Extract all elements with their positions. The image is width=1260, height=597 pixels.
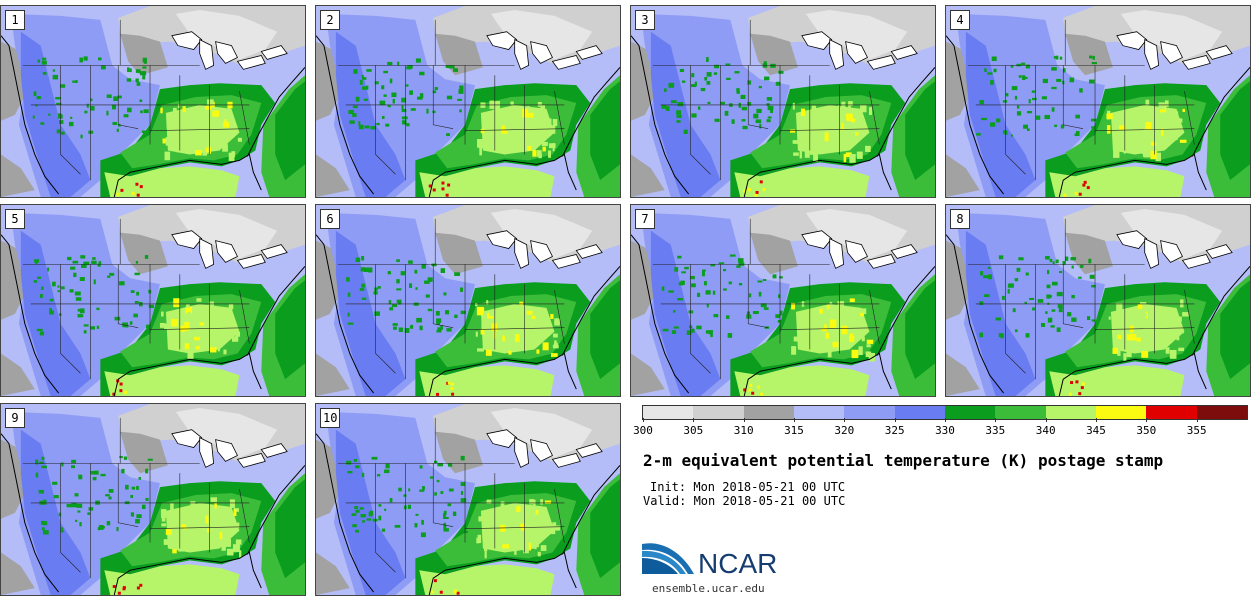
- colorbar-tick: [995, 418, 997, 422]
- colorbar-tick-label: 320: [834, 424, 855, 437]
- colorbar-tick: [1196, 418, 1198, 422]
- member-number: 10: [320, 408, 341, 428]
- member-number: 4: [950, 10, 970, 30]
- member-panel-9: 9: [0, 403, 306, 596]
- colorbar-tick: [643, 418, 644, 422]
- colorbar-tick: [1045, 418, 1047, 422]
- colorbar-tick-label: 310: [733, 424, 754, 437]
- member-panel-3: 3: [630, 5, 936, 198]
- colorbar-swatch: [693, 406, 744, 419]
- member-panel-5: 5: [0, 204, 306, 397]
- figure-title: 2-m equivalent potential temperature (K)…: [643, 451, 1164, 470]
- ncar-url: ensemble.ucar.edu: [652, 582, 765, 595]
- member-number: 8: [950, 209, 970, 229]
- colorbar-tick-label: 350: [1136, 424, 1157, 437]
- equivalent-potential-temperature-map: [1, 205, 305, 396]
- colorbar-tick: [945, 418, 946, 422]
- colorbar: [642, 405, 1248, 420]
- member-number: 3: [635, 10, 655, 30]
- colorbar-tick-label: 335: [985, 424, 1006, 437]
- member-number: 6: [320, 209, 340, 229]
- member-panel-7: 7: [630, 204, 936, 397]
- colorbar-legend: 300 305 310 315 320 325 330 335 340 345 350 355: [633, 405, 1248, 441]
- equivalent-potential-temperature-map: [1, 404, 305, 595]
- colorbar-tick: [1096, 418, 1097, 422]
- colorbar-swatch: [944, 406, 996, 419]
- colorbar-swatch: [1095, 406, 1147, 419]
- equivalent-potential-temperature-map: [631, 6, 935, 197]
- member-panel-1: 1: [0, 5, 306, 198]
- colorbar-tick-label: 315: [784, 424, 804, 437]
- init-time: Init: Mon 2018-05-21 00 UTC: [650, 480, 846, 494]
- colorbar-swatch: [743, 406, 794, 419]
- member-number: 5: [5, 209, 25, 229]
- equivalent-potential-temperature-map: [946, 6, 1250, 197]
- equivalent-potential-temperature-map: [316, 205, 620, 396]
- colorbar-tick-label: 330: [935, 424, 955, 437]
- colorbar-swatch: [844, 406, 895, 419]
- member-number: 1: [5, 10, 25, 30]
- member-number: 7: [635, 209, 655, 229]
- colorbar-swatch: [1146, 406, 1197, 419]
- colorbar-tick-label: 305: [683, 424, 704, 437]
- member-panel-10: 10: [315, 403, 621, 596]
- member-panel-2: 2: [315, 5, 621, 198]
- equivalent-potential-temperature-map: [1, 6, 305, 197]
- equivalent-potential-temperature-map: [316, 404, 620, 595]
- colorbar-tick-label: 345: [1086, 424, 1106, 437]
- ncar-logo-text: NCAR: [698, 548, 777, 579]
- colorbar-tick-label: 355: [1186, 424, 1207, 437]
- member-number: 2: [320, 10, 340, 30]
- colorbar-swatch: [995, 406, 1046, 419]
- colorbar-swatch: [1196, 406, 1247, 419]
- colorbar-tick: [1146, 418, 1148, 422]
- colorbar-tick-label: 340: [1035, 424, 1056, 437]
- colorbar-tick: [894, 418, 896, 422]
- valid-time: Valid: Mon 2018-05-21 00 UTC: [643, 494, 846, 508]
- colorbar-tick: [844, 418, 846, 422]
- member-panel-4: 4: [945, 5, 1251, 198]
- colorbar-tick: [794, 418, 795, 422]
- member-panel-8: 8: [945, 204, 1251, 397]
- equivalent-potential-temperature-map: [316, 6, 620, 197]
- colorbar-tick-label: 325: [884, 424, 905, 437]
- colorbar-swatch: [894, 406, 945, 419]
- member-number: 9: [5, 408, 25, 428]
- equivalent-potential-temperature-map: [631, 205, 935, 396]
- colorbar-tick: [693, 418, 695, 422]
- colorbar-swatch: [643, 406, 694, 419]
- equivalent-potential-temperature-map: [946, 205, 1250, 396]
- colorbar-swatch: [793, 406, 845, 419]
- ncar-logo: NCAR: [642, 543, 777, 579]
- colorbar-tick: [743, 418, 745, 422]
- colorbar-tick-label: 300: [633, 424, 653, 437]
- member-panel-6: 6: [315, 204, 621, 397]
- colorbar-swatch: [1045, 406, 1096, 419]
